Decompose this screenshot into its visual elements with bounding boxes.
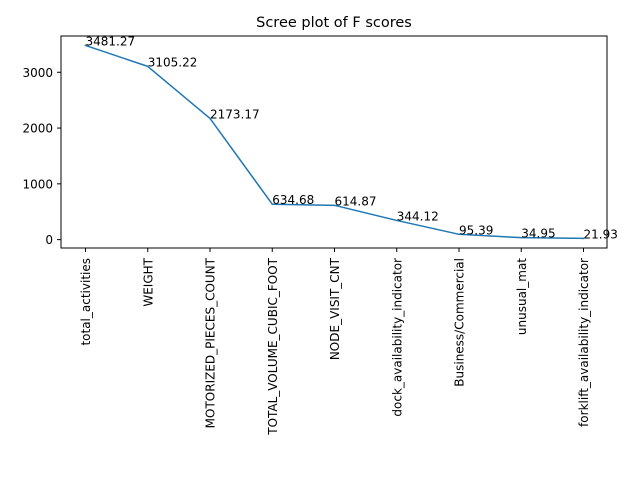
- data-label: 95.39: [459, 223, 493, 237]
- data-label: 3481.27: [86, 34, 136, 48]
- data-label: 634.68: [272, 193, 314, 207]
- data-point: [582, 237, 585, 240]
- data-point: [333, 204, 336, 207]
- x-tick-label: WEIGHT: [141, 257, 155, 306]
- data-label: 2173.17: [210, 107, 260, 121]
- data-label: 614.87: [335, 194, 377, 208]
- series-line: [84, 44, 585, 240]
- y-tick-label: 0: [45, 233, 53, 247]
- data-label: 3105.22: [148, 55, 198, 69]
- x-tick-label: Business/Commercial: [453, 258, 467, 387]
- y-tick-label: 3000: [22, 66, 53, 80]
- data-point: [146, 65, 149, 68]
- plot-axes: 0 1000 2000 3000 total_activities WEIGHT MOTOR…: [22, 35, 608, 436]
- data-label: 34.95: [521, 227, 555, 241]
- data-series: [84, 44, 585, 240]
- x-tick-label: TOTAL_VOLUME_CUBIC_FOOT: [266, 257, 280, 435]
- x-tick-label: dock_availability_indicator: [390, 258, 404, 417]
- data-point: [209, 117, 211, 120]
- x-tick-label: total_activities: [79, 258, 93, 346]
- y-tick-label: 2000: [22, 122, 53, 136]
- data-label: 344.12: [397, 209, 439, 223]
- data-labels: 3481.27 3105.22 2173.17 634.68 614.87 344.12 9…: [86, 34, 618, 241]
- x-tick-label: NODE_VISIT_CNT: [328, 257, 342, 360]
- x-tick-label: MOTORIZED_PIECES_COUNT: [204, 257, 218, 428]
- x-tick-label: forklift_availability_indicator: [577, 258, 591, 427]
- data-point: [395, 219, 398, 222]
- data-point: [271, 203, 274, 206]
- data-point: [458, 233, 460, 236]
- plot-frame: [60, 35, 608, 249]
- x-tick-label: unusual_mat: [515, 258, 529, 335]
- chart-title: Scree plot of F scores: [256, 15, 412, 31]
- data-point: [520, 236, 523, 239]
- data-label: 21.93: [584, 227, 618, 241]
- data-point: [84, 44, 87, 47]
- y-tick-label: 1000: [22, 177, 53, 191]
